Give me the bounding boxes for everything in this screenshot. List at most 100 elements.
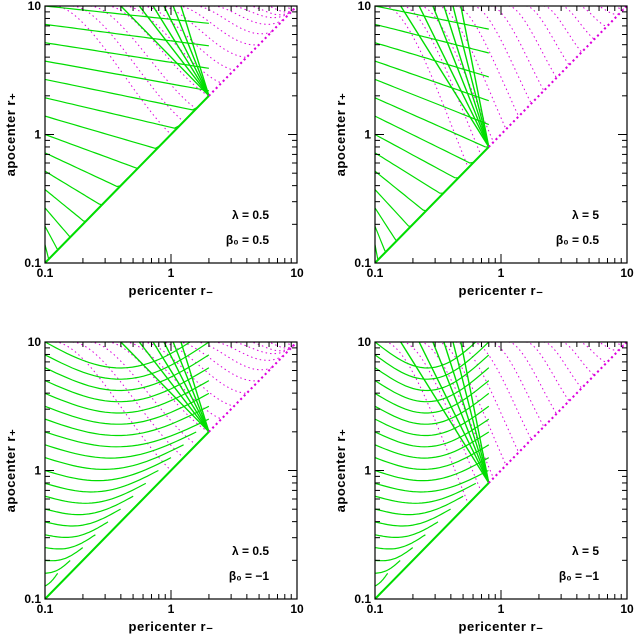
green-contour bbox=[375, 457, 490, 482]
magenta-contour bbox=[54, 342, 172, 471]
green-boundary-line bbox=[180, 342, 210, 433]
green-boundary-line bbox=[172, 342, 210, 433]
green-contour bbox=[45, 547, 84, 562]
magenta-contour bbox=[266, 342, 295, 349]
magenta-contour bbox=[72, 342, 184, 458]
magenta-contour bbox=[526, 6, 570, 66]
plot-area bbox=[45, 342, 297, 599]
y-tick-label: 1 bbox=[364, 464, 371, 478]
green-contour bbox=[375, 23, 489, 54]
panel-bottom-left: 0.1 1 10 0.1 1 10 pericenter r₋ apocenter r₊ λ =… bbox=[3, 335, 304, 634]
green-boundary-line bbox=[460, 342, 490, 484]
y-tick-label: 10 bbox=[28, 335, 42, 349]
green-boundary-line bbox=[443, 6, 490, 148]
green-boundary-line bbox=[400, 342, 490, 484]
magenta-contour bbox=[248, 6, 295, 16]
x-tick-label: 1 bbox=[498, 602, 505, 616]
diagonal-dotted-top bbox=[208, 6, 297, 97]
green-contour bbox=[45, 342, 192, 369]
x-tick-label: 0.1 bbox=[367, 602, 384, 616]
green-boundary-line bbox=[452, 342, 490, 484]
x-tick-label: 0.1 bbox=[37, 602, 54, 616]
green-boundary-line bbox=[432, 6, 490, 148]
green-contour bbox=[45, 342, 210, 380]
green-boundary-line bbox=[120, 342, 210, 433]
y-tick-label: 0.1 bbox=[354, 256, 371, 270]
plot-area bbox=[375, 6, 627, 263]
green-boundary-line bbox=[163, 6, 210, 97]
magenta-contour bbox=[526, 342, 570, 402]
green-boundary-line bbox=[452, 6, 490, 148]
y-tick-label: 10 bbox=[358, 335, 372, 349]
magenta-contour bbox=[508, 342, 557, 415]
magenta-contour bbox=[508, 6, 557, 79]
green-contour bbox=[45, 367, 210, 403]
x-tick-label: 0.1 bbox=[367, 266, 384, 280]
magenta-contour bbox=[266, 6, 295, 13]
y-tick-label: 1 bbox=[364, 128, 371, 142]
green-contour bbox=[375, 482, 477, 504]
x-tick-label: 1 bbox=[498, 266, 505, 280]
magenta-contour bbox=[213, 6, 285, 25]
green-contour bbox=[375, 367, 490, 403]
x-axis-label: pericenter r₋ bbox=[129, 283, 214, 298]
magenta-contour bbox=[143, 342, 235, 407]
green-boundary-line bbox=[172, 6, 210, 97]
green-contour bbox=[375, 521, 439, 539]
green-contour bbox=[375, 6, 489, 30]
magenta-contour bbox=[614, 6, 625, 10]
green-contour bbox=[45, 405, 210, 437]
plot-area bbox=[45, 6, 297, 263]
magenta-contour bbox=[490, 6, 545, 92]
magenta-contour bbox=[561, 6, 595, 40]
magenta-contour bbox=[54, 6, 172, 135]
y-tick-label: 0.1 bbox=[354, 592, 371, 606]
parameter-annotation: λ = 0.5 bbox=[232, 544, 269, 558]
parameter-annotation: λ = 0.5 bbox=[232, 208, 269, 222]
green-contour bbox=[45, 457, 172, 482]
magenta-contour bbox=[231, 6, 295, 19]
y-tick-label: 1 bbox=[34, 128, 41, 142]
magenta-contour bbox=[248, 342, 295, 352]
green-boundary-line bbox=[400, 6, 490, 148]
green-contour bbox=[45, 380, 210, 414]
panel-top-left: 0.1 1 10 0.1 1 10 pericenter r₋ apocenter r₊ λ =… bbox=[3, 0, 304, 298]
panel-bottom-right: 0.1 1 10 0.1 1 10 pericenter r₋ apocenter r₊ λ =… bbox=[333, 335, 634, 634]
green-contour bbox=[45, 469, 159, 493]
magenta-contour bbox=[455, 342, 520, 453]
diagonal-solid-top bbox=[45, 95, 210, 263]
green-contour bbox=[45, 392, 210, 425]
magenta-contour bbox=[596, 6, 620, 15]
green-contour bbox=[45, 354, 210, 392]
green-contour bbox=[45, 42, 209, 69]
green-boundary-line bbox=[432, 342, 490, 484]
magenta-contour bbox=[72, 6, 184, 123]
green-contour bbox=[375, 354, 490, 392]
green-boundary-line bbox=[418, 6, 490, 148]
green-contour bbox=[45, 418, 210, 448]
green-boundary-line bbox=[443, 342, 490, 484]
magenta-contour bbox=[473, 342, 532, 440]
green-contour bbox=[375, 97, 489, 148]
green-contour bbox=[375, 534, 426, 550]
green-boundary-line bbox=[152, 342, 210, 433]
magenta-contour bbox=[213, 342, 285, 361]
y-axis-label: apocenter r₊ bbox=[333, 93, 348, 177]
magenta-contour bbox=[384, 342, 469, 505]
green-boundary-line bbox=[138, 6, 210, 97]
panel-top-right: 0.1 1 10 0.1 1 10 pericenter r₋ apocenter r₊ λ =… bbox=[333, 0, 634, 298]
green-contour bbox=[375, 444, 490, 471]
parameter-annotation: β₀ = 0.5 bbox=[226, 233, 269, 247]
y-axis-label: apocenter r₊ bbox=[3, 429, 18, 513]
y-tick-label: 0.1 bbox=[24, 592, 41, 606]
green-contour bbox=[375, 547, 414, 562]
green-contour bbox=[375, 78, 490, 126]
magenta-contour bbox=[402, 6, 482, 156]
green-contour bbox=[375, 405, 490, 437]
magenta-contour bbox=[578, 6, 608, 27]
magenta-contour bbox=[178, 6, 260, 46]
parameter-annotation: β₀ = −1 bbox=[229, 569, 269, 583]
parameter-annotation: λ = 5 bbox=[572, 544, 599, 558]
green-contour bbox=[45, 78, 210, 111]
